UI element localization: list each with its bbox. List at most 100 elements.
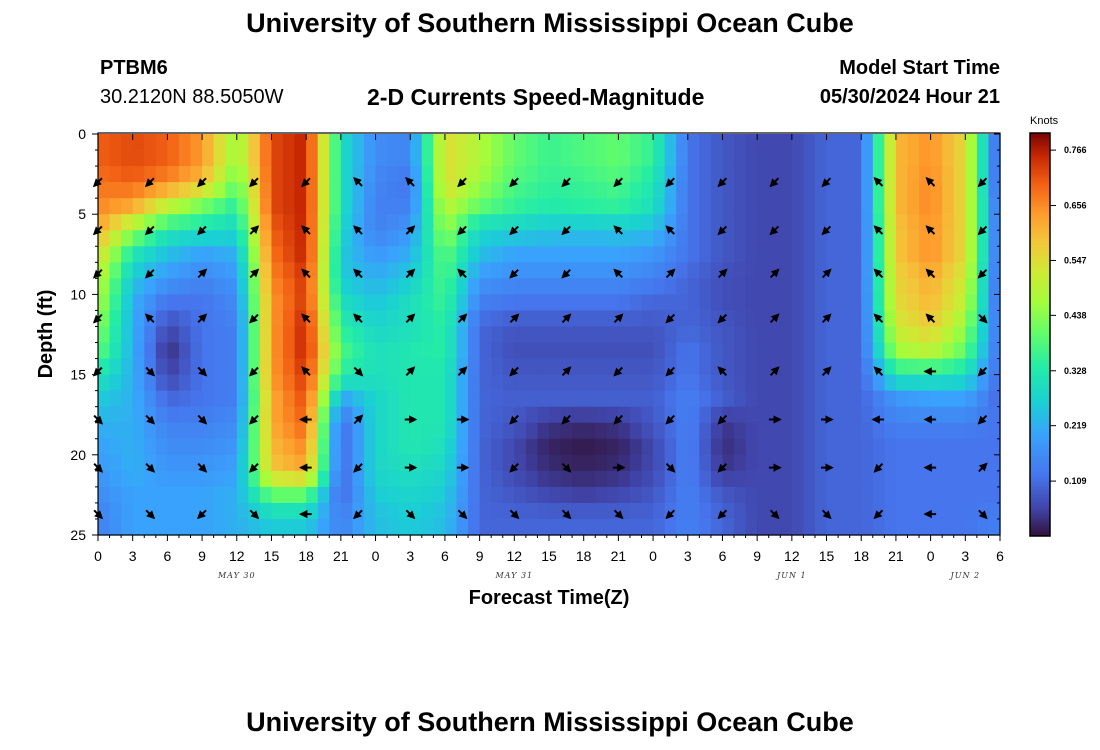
heatmap-cell: [826, 422, 839, 440]
heatmap-cell: [283, 166, 296, 183]
current-vector-arrow: [197, 366, 208, 377]
heatmap-cell: [641, 150, 654, 167]
heatmap-cell: [942, 310, 955, 328]
heatmap-cell: [919, 230, 932, 247]
heatmap-cell: [271, 166, 284, 183]
heatmap-cell: [734, 278, 747, 295]
heatmap-cell: [329, 246, 342, 263]
heatmap-cell: [722, 294, 735, 312]
heatmap-cell: [202, 230, 215, 247]
heatmap-cell: [225, 262, 238, 279]
heatmap-cell: [190, 454, 203, 472]
heatmap-cell: [144, 134, 157, 151]
heatmap-cell: [895, 374, 909, 392]
heatmap-cell: [768, 374, 781, 392]
heatmap-cell: [329, 182, 342, 199]
heatmap-cell: [525, 518, 539, 536]
heatmap-cell: [699, 182, 712, 199]
heatmap-cell: [965, 262, 978, 279]
heatmap-cell: [340, 294, 354, 312]
heatmap-cell: [907, 390, 920, 408]
heatmap-cell: [444, 438, 458, 456]
heatmap-cell: [294, 230, 307, 247]
heatmap-cell: [757, 406, 770, 424]
heatmap-cell: [803, 422, 816, 440]
heatmap-cell: [167, 470, 180, 488]
heatmap-cell: [375, 246, 388, 263]
heatmap-cell: [710, 166, 724, 183]
current-vector-arrow: [665, 462, 676, 473]
heatmap-cell: [306, 486, 319, 504]
heatmap-cell: [629, 278, 643, 295]
heatmap-cell: [629, 214, 643, 231]
heatmap-cell: [375, 150, 388, 167]
heatmap-cell: [271, 454, 284, 472]
heatmap-cell: [895, 518, 909, 536]
heatmap-cell: [444, 134, 458, 151]
heatmap-cell: [838, 214, 851, 231]
heatmap-cell: [352, 134, 365, 151]
heatmap-cell: [629, 230, 643, 247]
heatmap-cell: [398, 406, 411, 424]
heatmap-cell: [340, 166, 354, 183]
heatmap-cell: [653, 518, 666, 536]
heatmap-cell: [549, 294, 562, 312]
current-vector-arrow: [665, 366, 676, 377]
heatmap-cell: [236, 454, 249, 472]
heatmap-cell: [629, 326, 643, 344]
heatmap-cell: [410, 310, 423, 328]
heatmap-cell: [329, 214, 342, 231]
heatmap-cell: [190, 198, 203, 215]
current-vector-arrow: [665, 225, 676, 235]
heatmap-cell: [167, 422, 180, 440]
heatmap-cell: [919, 358, 932, 376]
heatmap-cell: [849, 278, 862, 295]
heatmap-cell: [930, 422, 943, 440]
heatmap-cell: [745, 358, 758, 376]
current-vector-arrow: [301, 313, 311, 324]
heatmap-cell: [780, 518, 793, 536]
heatmap-cell: [653, 470, 666, 488]
heatmap-cell: [629, 422, 643, 440]
heatmap-cell: [155, 214, 168, 231]
heatmap-cell: [560, 214, 573, 231]
heatmap-cell: [375, 358, 388, 376]
heatmap-cell: [838, 134, 851, 151]
heatmap-cell: [259, 246, 273, 263]
heatmap-cell: [676, 342, 689, 360]
heatmap-cell: [838, 390, 851, 408]
heatmap-cell: [283, 342, 296, 360]
heatmap-cell: [849, 486, 862, 504]
heatmap-cell: [838, 358, 851, 376]
heatmap-cell: [514, 454, 527, 472]
heatmap-cell: [907, 406, 920, 424]
heatmap-cell: [780, 310, 793, 328]
heatmap-cell: [410, 438, 423, 456]
heatmap-cell: [468, 374, 481, 392]
heatmap-cell: [433, 278, 446, 295]
heatmap-cell: [421, 278, 434, 295]
heatmap-cell: [375, 294, 388, 312]
heatmap-cell: [398, 438, 411, 456]
heatmap-cell: [444, 502, 458, 520]
heatmap-cell: [479, 262, 492, 279]
heatmap-cell: [641, 438, 654, 456]
heatmap-cell: [942, 198, 955, 215]
heatmap-cell: [560, 406, 573, 424]
heatmap-cell: [306, 214, 319, 231]
heatmap-cell: [352, 230, 365, 247]
heatmap-cell: [629, 182, 643, 199]
heatmap-cell: [722, 390, 735, 408]
heatmap-cell: [953, 326, 966, 344]
heatmap-cell: [549, 422, 562, 440]
heatmap-cell: [572, 262, 585, 279]
heatmap-cell: [572, 214, 585, 231]
colorbar-unit: Knots: [1030, 115, 1059, 127]
heatmap-cell: [248, 358, 261, 376]
x-tick-label: 15: [819, 548, 835, 564]
heatmap-cell: [306, 438, 319, 456]
heatmap-cell: [225, 134, 238, 151]
current-vector-arrow: [873, 509, 884, 520]
heatmap-cell: [803, 326, 816, 344]
heatmap-cell: [803, 134, 816, 151]
